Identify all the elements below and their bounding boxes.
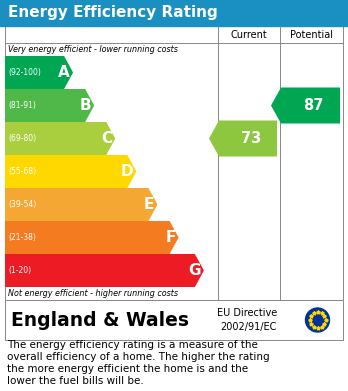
- Text: E: E: [144, 197, 155, 212]
- Polygon shape: [5, 56, 73, 89]
- Text: (55-68): (55-68): [8, 167, 36, 176]
- Text: (1-20): (1-20): [8, 266, 31, 275]
- Text: The energy efficiency rating is a measure of the: The energy efficiency rating is a measur…: [7, 340, 258, 350]
- Text: 87: 87: [303, 98, 324, 113]
- Text: Potential: Potential: [290, 29, 333, 39]
- Text: overall efficiency of a home. The higher the rating: overall efficiency of a home. The higher…: [7, 352, 270, 362]
- Polygon shape: [5, 221, 179, 254]
- Text: C: C: [101, 131, 112, 146]
- Text: the more energy efficient the home is and the: the more energy efficient the home is an…: [7, 364, 248, 374]
- Polygon shape: [5, 89, 94, 122]
- Text: (81-91): (81-91): [8, 101, 36, 110]
- Polygon shape: [5, 254, 204, 287]
- Polygon shape: [209, 120, 277, 156]
- Text: Energy Efficiency Rating: Energy Efficiency Rating: [8, 5, 218, 20]
- Text: B: B: [80, 98, 91, 113]
- Polygon shape: [5, 188, 158, 221]
- Bar: [5, 300, 343, 340]
- Bar: [0, 0, 348, 26]
- Text: (39-54): (39-54): [8, 200, 36, 209]
- Text: EU Directive
2002/91/EC: EU Directive 2002/91/EC: [217, 308, 277, 332]
- Circle shape: [306, 308, 330, 332]
- Text: (21-38): (21-38): [8, 233, 36, 242]
- Bar: [5, 26, 343, 300]
- Text: (69-80): (69-80): [8, 134, 36, 143]
- Polygon shape: [5, 122, 115, 155]
- Text: Very energy efficient - lower running costs: Very energy efficient - lower running co…: [8, 45, 178, 54]
- Text: A: A: [58, 65, 70, 80]
- Text: (92-100): (92-100): [8, 68, 41, 77]
- Text: lower the fuel bills will be.: lower the fuel bills will be.: [7, 376, 144, 386]
- Text: F: F: [165, 230, 176, 245]
- Text: England & Wales: England & Wales: [11, 310, 189, 330]
- Text: Current: Current: [231, 29, 267, 39]
- Polygon shape: [271, 88, 340, 124]
- Text: G: G: [188, 263, 201, 278]
- Text: D: D: [121, 164, 133, 179]
- Text: 73: 73: [241, 131, 261, 146]
- Polygon shape: [5, 155, 136, 188]
- Text: Not energy efficient - higher running costs: Not energy efficient - higher running co…: [8, 289, 178, 298]
